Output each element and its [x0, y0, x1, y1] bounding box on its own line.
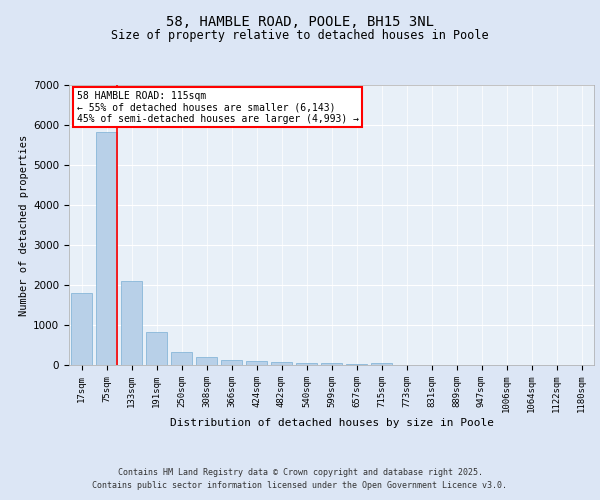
Bar — [271, 362, 292, 365]
Bar — [321, 363, 342, 365]
Bar — [121, 281, 142, 365]
Text: Contains public sector information licensed under the Open Government Licence v3: Contains public sector information licen… — [92, 480, 508, 490]
Bar — [296, 363, 317, 365]
X-axis label: Distribution of detached houses by size in Poole: Distribution of detached houses by size … — [170, 418, 493, 428]
Bar — [371, 363, 392, 365]
Text: 58, HAMBLE ROAD, POOLE, BH15 3NL: 58, HAMBLE ROAD, POOLE, BH15 3NL — [166, 16, 434, 30]
Text: Size of property relative to detached houses in Poole: Size of property relative to detached ho… — [111, 28, 489, 42]
Text: Contains HM Land Registry data © Crown copyright and database right 2025.: Contains HM Land Registry data © Crown c… — [118, 468, 482, 477]
Bar — [71, 293, 92, 365]
Bar — [346, 364, 367, 365]
Bar — [96, 132, 117, 365]
Bar — [221, 360, 242, 365]
Bar — [171, 352, 192, 365]
Bar — [196, 357, 217, 365]
Y-axis label: Number of detached properties: Number of detached properties — [19, 134, 29, 316]
Bar — [246, 362, 267, 365]
Text: 58 HAMBLE ROAD: 115sqm
← 55% of detached houses are smaller (6,143)
45% of semi-: 58 HAMBLE ROAD: 115sqm ← 55% of detached… — [77, 90, 359, 124]
Bar — [146, 332, 167, 365]
